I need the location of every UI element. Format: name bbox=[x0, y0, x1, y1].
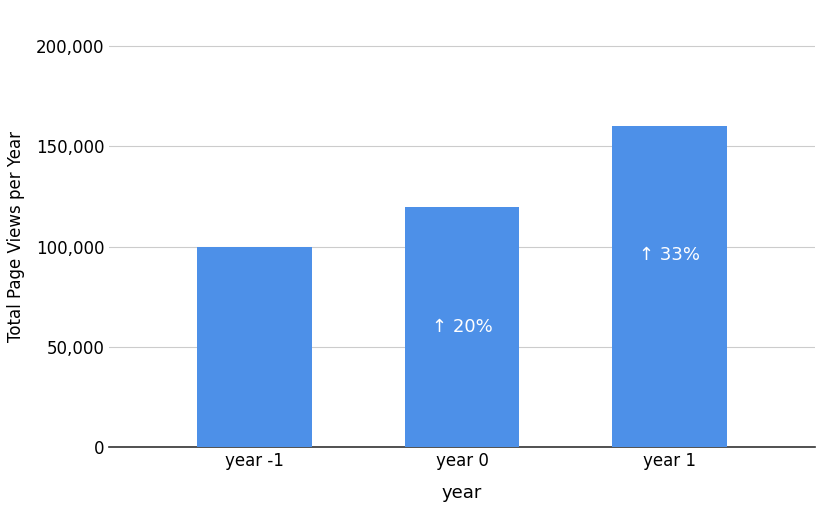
Text: ↑ 20%: ↑ 20% bbox=[432, 318, 492, 336]
Text: ↑ 33%: ↑ 33% bbox=[639, 245, 700, 264]
X-axis label: year: year bbox=[442, 484, 482, 502]
Y-axis label: Total Page Views per Year: Total Page Views per Year bbox=[7, 131, 24, 342]
Bar bbox=[405, 206, 519, 447]
Bar bbox=[612, 126, 727, 447]
Bar bbox=[197, 246, 312, 447]
